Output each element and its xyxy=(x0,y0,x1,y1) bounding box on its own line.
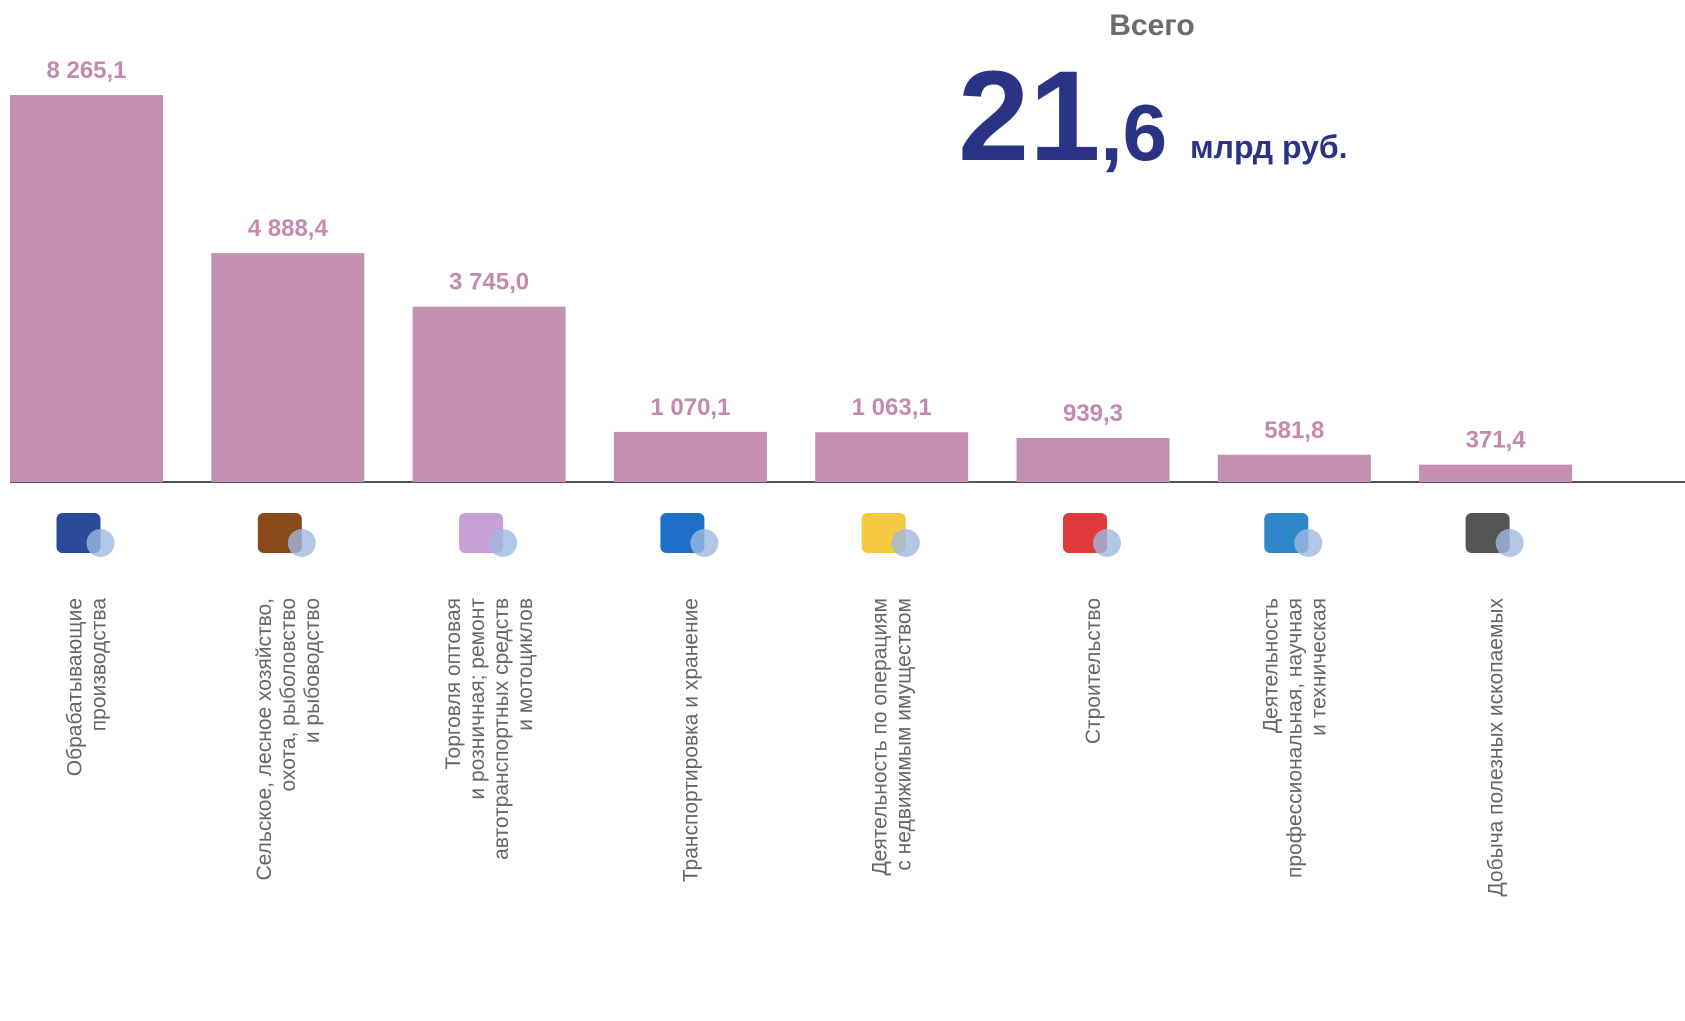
category-label: и рыбоводство xyxy=(301,598,324,743)
icon-shape xyxy=(1495,529,1524,557)
category-icon xyxy=(861,513,920,557)
icon-shape xyxy=(1294,529,1323,557)
category-label: Обрабатывающие xyxy=(64,598,87,776)
value-label: 1 063,1 xyxy=(852,394,932,421)
category-label: Деятельность по операциям xyxy=(869,598,892,876)
category-label: Торговля оптовая xyxy=(442,598,465,770)
value-label: 371,4 xyxy=(1466,427,1527,454)
value-label: 4 888,4 xyxy=(248,215,329,242)
category-label: охота, рыболовство xyxy=(277,598,300,791)
icon-shape xyxy=(86,529,115,557)
category-label: профессиональная, научная xyxy=(1283,598,1306,878)
value-label: 8 265,1 xyxy=(46,57,126,84)
category-label: Деятельность xyxy=(1259,598,1282,733)
bar xyxy=(10,95,163,482)
value-label: 3 745,0 xyxy=(449,269,529,296)
bar xyxy=(211,253,365,482)
category-label: Сельское, лесное хозяйство, xyxy=(253,598,276,881)
category-label: и розничная; ремонт xyxy=(466,598,489,800)
total-label: Всего xyxy=(1109,9,1194,42)
category-icon xyxy=(56,513,115,557)
total-int: 21 xyxy=(958,45,1100,188)
icon-shape xyxy=(489,529,518,557)
bar xyxy=(1419,464,1573,482)
category-icon xyxy=(660,513,719,557)
value-label: 1 070,1 xyxy=(650,394,730,421)
total-frac: ,6 xyxy=(1100,88,1167,177)
icon-shape xyxy=(690,529,719,557)
total-unit: млрд руб. xyxy=(1190,129,1348,165)
category-label: с недвижимым имуществом xyxy=(893,598,916,871)
category-label: производства xyxy=(88,598,111,732)
bar xyxy=(1016,438,1170,482)
category-icon xyxy=(459,513,518,557)
category-label: Транспортировка и хранение xyxy=(679,598,702,882)
category-label: автотранспортных средств xyxy=(490,598,513,860)
value-label: 939,3 xyxy=(1063,400,1123,427)
icon-shape xyxy=(891,529,920,557)
icon-shape xyxy=(287,529,316,557)
category-icon xyxy=(1063,513,1121,557)
category-label: и мотоциклов xyxy=(514,598,537,731)
bar xyxy=(815,432,969,482)
bar xyxy=(412,306,566,482)
icon-shape xyxy=(1093,529,1121,557)
total-value: 21,6 xyxy=(958,45,1167,188)
category-icon xyxy=(1465,513,1524,557)
bar xyxy=(613,431,767,482)
category-icon xyxy=(257,513,316,557)
value-label: 581,8 xyxy=(1264,417,1324,444)
category-icon xyxy=(1264,513,1323,557)
category-label: Добыча полезных ископаемых xyxy=(1485,598,1508,897)
category-label: и техническая xyxy=(1307,598,1330,736)
category-label: Строительство xyxy=(1082,598,1105,744)
bar xyxy=(1217,454,1371,482)
